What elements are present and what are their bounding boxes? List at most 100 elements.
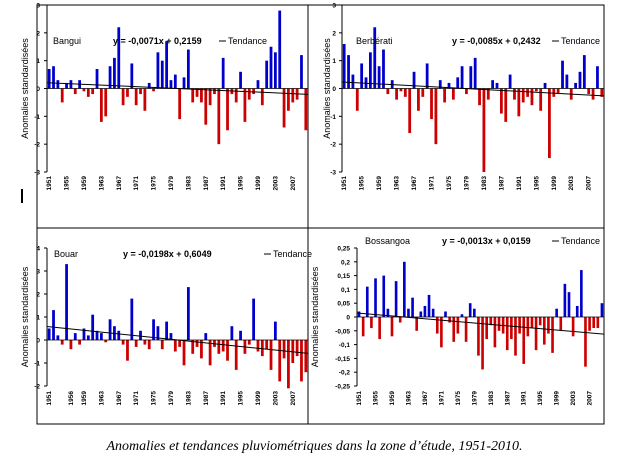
bar-1982 [182, 77, 186, 89]
bar-1964 [399, 88, 403, 92]
chart-panel-berbrati: -3 -2 -1 0 1 2 3 1951 1955 1959 1963 1967 1971 1975 19… [322, 3, 605, 191]
bar-1979 [169, 333, 173, 340]
bar-1997 [543, 82, 547, 89]
y-tick-label: 3 [332, 3, 336, 10]
bar-1954 [60, 340, 64, 345]
chart-panel-bossangoa: -0,25 -0,2 -0,15 -0,1 -0,05 0 0,05 0,1 0,15 0,2 0,… [310, 236, 605, 406]
y-axis-label: Anomalies standardisées [20, 266, 30, 367]
bar-1963 [99, 333, 103, 340]
bar-1965 [403, 88, 407, 97]
bar-1976 [156, 52, 160, 89]
bar-1959 [390, 317, 394, 337]
y-tick-label: -3 [330, 170, 336, 177]
bar-1957 [382, 275, 386, 317]
chart-panel-bouar: -2 -1 0 1 2 3 4 1951 1956 1959 1963 1967 1971 1975 197… [20, 246, 312, 406]
bar-2010 [304, 88, 308, 131]
y-tick-label: 0 [36, 338, 40, 345]
bar-2006 [287, 88, 290, 111]
bar-1976 [451, 88, 455, 100]
figure-border [36, 4, 605, 425]
legend-label: Tendance [228, 36, 267, 46]
bar-1989 [213, 88, 216, 95]
bar-1994 [234, 340, 238, 370]
x-tick-label: 2003 [570, 391, 577, 406]
bar-1963 [99, 88, 103, 122]
y-tick-label: 3 [36, 269, 40, 276]
bar-2003 [273, 52, 277, 89]
bar-2001 [265, 340, 269, 350]
bar-1956 [69, 80, 73, 89]
bar-1951 [47, 328, 51, 340]
bar-1986 [200, 340, 203, 359]
bar-1966 [113, 57, 116, 89]
bar-1990 [518, 317, 521, 334]
bar-1971 [430, 88, 433, 120]
bar-1960 [382, 49, 385, 89]
bar-1978 [460, 66, 464, 89]
bar-1965 [108, 66, 112, 89]
bar-1994 [530, 88, 534, 106]
x-tick-label: 1955 [373, 391, 380, 406]
bar-1959 [82, 328, 86, 340]
bar-1960 [86, 88, 90, 97]
bar-2001 [265, 60, 269, 89]
bar-1970 [435, 317, 439, 334]
x-tick-label: 2007 [290, 176, 297, 191]
bar-1967 [117, 330, 121, 340]
bar-1996 [243, 88, 247, 122]
bar-1956 [378, 317, 381, 340]
bar-1984 [493, 317, 497, 348]
y-axis-label: Anomalies standardisées [310, 266, 320, 367]
bar-2003 [273, 321, 277, 340]
bar-1972 [139, 330, 142, 340]
bar-1955 [374, 278, 377, 317]
bar-1976 [460, 314, 464, 317]
bar-1999 [256, 340, 260, 352]
bar-2003 [571, 317, 575, 337]
bar-1990 [217, 88, 221, 145]
bar-1968 [121, 88, 125, 106]
trend-line [46, 82, 309, 95]
bar-2005 [580, 270, 583, 317]
x-tick-label: 1963 [394, 176, 401, 191]
bar-1992 [226, 88, 229, 131]
bar-1999 [256, 80, 260, 89]
x-tick-label: 1979 [463, 176, 470, 191]
x-tick-label: 1967 [411, 176, 418, 191]
bar-1964 [104, 340, 108, 343]
bar-2007 [588, 317, 591, 331]
bar-1974 [147, 340, 151, 350]
trend-equation: y = -0,0085x + 0,2432 [452, 36, 541, 46]
x-tick-label: 1999 [255, 176, 262, 191]
bar-1966 [419, 311, 423, 317]
y-tick-label: -0,1 [339, 342, 351, 349]
bar-1975 [456, 317, 460, 334]
y-tick-label: 1 [332, 58, 336, 65]
bar-1989 [508, 74, 512, 89]
bar-1974 [147, 82, 151, 89]
bar-1953 [365, 286, 369, 317]
trend-equation: y = -0,0071x + 0,2159 [113, 36, 202, 46]
x-tick-label: 1967 [116, 176, 123, 191]
bar-1975 [447, 82, 451, 89]
bar-1993 [230, 326, 234, 340]
bar-2009 [300, 55, 303, 89]
y-tick-label: 1 [36, 315, 40, 322]
bar-1960 [86, 335, 90, 340]
bar-1997 [547, 317, 550, 334]
bar-1981 [473, 57, 477, 89]
bar-1977 [160, 60, 164, 89]
y-tick-label: 0,2 [341, 259, 350, 266]
bar-1969 [431, 308, 435, 317]
bar-1961 [398, 317, 402, 323]
y-tick-label: -2 [34, 142, 40, 149]
x-tick-label: 1959 [376, 176, 383, 191]
x-tick-label: 1995 [238, 176, 245, 191]
x-tick-label: 1967 [116, 391, 123, 406]
x-tick-label: 1967 [422, 391, 429, 406]
legend-label: Tendance [273, 249, 312, 259]
right-margin-mask [604, 0, 629, 430]
bar-1982 [485, 317, 488, 340]
bar-1985 [195, 88, 199, 97]
